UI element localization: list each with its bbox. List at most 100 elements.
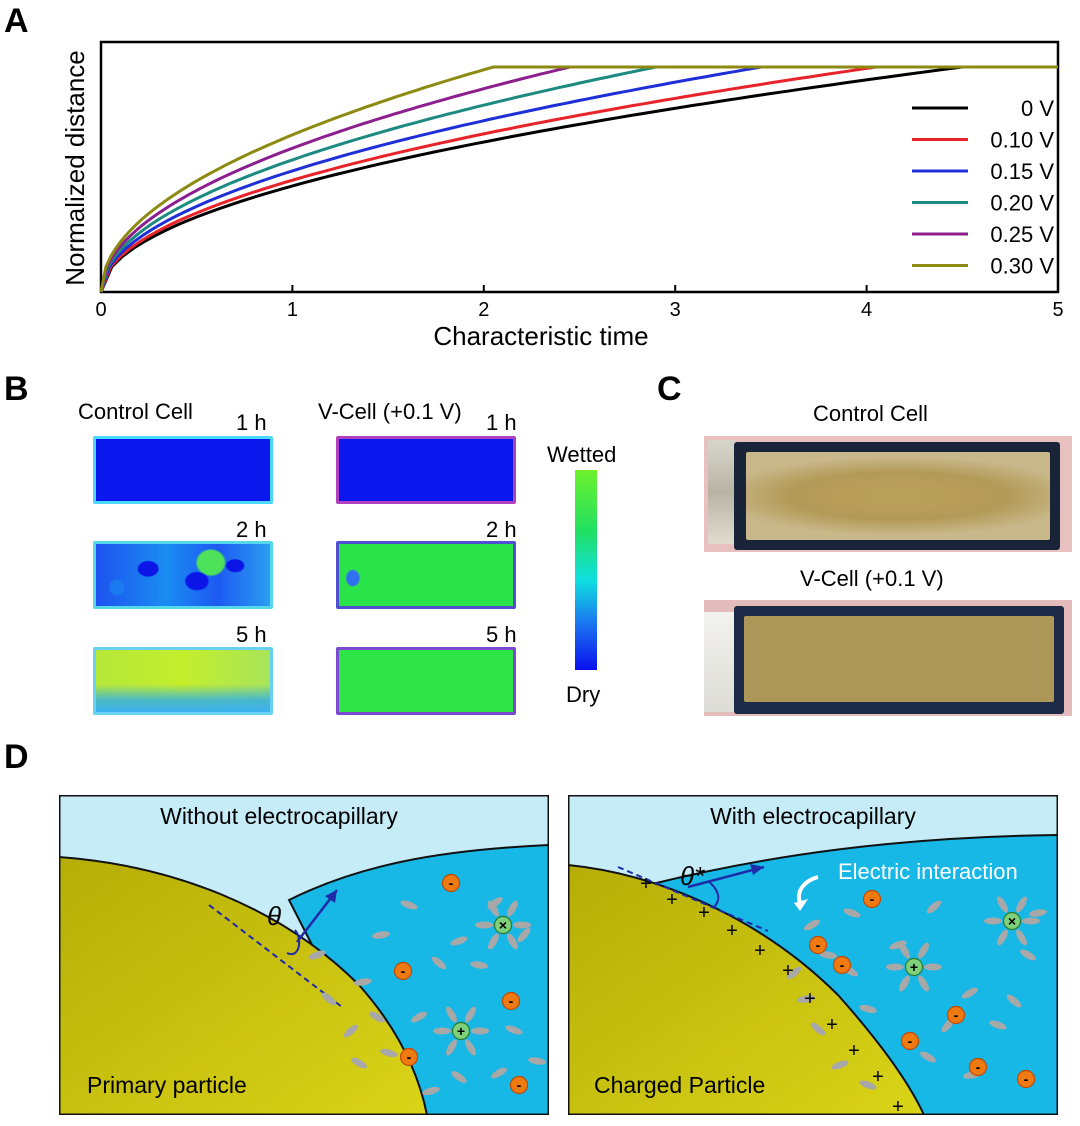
legend-entry: 0 V — [1021, 96, 1054, 121]
ion-charge-symbol: - — [840, 957, 845, 973]
solvent-molecule — [810, 1022, 826, 1036]
solvent-molecule — [843, 908, 861, 918]
solvent-molecule — [446, 1039, 457, 1056]
panel-d-label: D — [4, 738, 29, 776]
cation — [451, 1021, 471, 1041]
x-tick-label: 4 — [861, 299, 872, 321]
control-map-2h — [93, 541, 273, 609]
solvent-molecule — [488, 933, 499, 950]
solvent-molecule — [984, 917, 1002, 925]
solvent-molecule — [1006, 994, 1022, 1008]
colorbar — [575, 470, 597, 670]
ion-charge-symbol: - — [1024, 1071, 1029, 1087]
ion-charge-symbol: - — [870, 891, 875, 907]
theta-star-label: θ* — [680, 861, 705, 891]
vcell-map-2h — [336, 541, 516, 609]
ion-charge-symbol: - — [449, 875, 454, 891]
solvent-molecule — [400, 900, 418, 910]
solvent-molecule — [920, 1051, 936, 1063]
series-line — [99, 65, 1058, 293]
control-cell-title: Control Cell — [78, 399, 193, 424]
ion-charge-symbol: × — [499, 917, 507, 933]
control-map-5h — [93, 647, 273, 715]
anion — [832, 955, 852, 975]
solvent-molecule — [321, 992, 337, 1006]
panel-a-label: A — [4, 2, 29, 40]
solvent-molecule — [451, 1071, 467, 1083]
solvent-molecule — [470, 961, 488, 969]
surface-charge-plus: + — [892, 1096, 904, 1115]
solvent-molecule — [926, 900, 942, 914]
theta-label: θ — [267, 901, 281, 931]
photo-control-cell — [704, 436, 1072, 552]
solvent-molecule — [859, 1004, 877, 1014]
ion-charge-symbol: - — [908, 1033, 913, 1049]
ion-charge-symbol: - — [407, 1049, 412, 1065]
control-map-1h — [93, 436, 273, 504]
solvent-molecule — [1016, 896, 1027, 913]
time-label-vcell-1h: 1 h — [486, 410, 517, 435]
time-label-vcell-2h: 2 h — [486, 517, 517, 542]
solvent-molecule — [831, 1060, 849, 1070]
solvent-molecule — [369, 1011, 385, 1023]
vcell-map-5h — [336, 647, 516, 715]
ion-charge-symbol: - — [509, 993, 514, 1009]
x-tick-label: 1 — [287, 299, 298, 321]
colorbar-bottom-label: Dry — [566, 682, 601, 707]
photo-vcell-title: V-Cell (+0.1 V) — [800, 566, 944, 591]
surface-charge-plus: + — [826, 1014, 838, 1036]
solvent-molecule — [962, 987, 978, 999]
solvent-molecule — [354, 978, 372, 986]
cation — [493, 915, 513, 935]
solvent-molecule — [899, 975, 910, 992]
solvent-molecule — [465, 1006, 476, 1023]
anion — [808, 935, 828, 955]
charged-particle-label: Charged Particle — [594, 1072, 765, 1098]
anion — [1016, 1069, 1036, 1089]
chart-x-axis-title: Characteristic time — [433, 321, 648, 351]
solvent-molecule — [380, 1048, 398, 1058]
panel-a-chart: 0 1 2 3 4 50 V0.10 V0.15 V0.20 V0.25 V0.30 V … — [60, 40, 1064, 351]
anion — [501, 991, 521, 1011]
surface-charge-plus: + — [666, 889, 678, 911]
surface-charge-plus: + — [754, 940, 766, 962]
vcell-title: V-Cell (+0.1 V) — [318, 399, 462, 424]
solvent-molecule — [859, 1080, 877, 1090]
solvent-molecule — [819, 951, 837, 959]
solvent-molecule — [1020, 949, 1036, 961]
anion — [862, 889, 882, 909]
solvent-molecule — [889, 940, 907, 950]
solvent-molecule — [517, 927, 531, 943]
series-line — [99, 65, 1058, 293]
surface-charge-plus: + — [804, 988, 816, 1010]
solvent-molecule — [507, 900, 518, 917]
solvent-molecule — [924, 963, 942, 971]
chart-plot-area: 0 1 2 3 4 5 0 V 0.10 V 0.15 V 0.20 V 0.25 V 0.30 V — [95, 40, 1064, 321]
electric-interaction-label: Electric interaction — [838, 859, 1018, 884]
series-line — [99, 65, 1058, 293]
legend-entry: 0.30 V — [990, 254, 1054, 279]
legend-entry: 0.20 V — [990, 191, 1054, 216]
solvent-molecule — [1029, 909, 1047, 917]
solvent-molecule — [997, 929, 1008, 946]
solvent-molecule — [786, 966, 802, 980]
series-line — [99, 65, 1058, 293]
time-label-control-2h: 2 h — [236, 517, 267, 542]
solvent-molecule — [431, 956, 447, 970]
panel-c-label: C — [657, 370, 682, 408]
solvent-molecule — [308, 950, 326, 960]
legend-entry: 0.25 V — [990, 222, 1054, 247]
ion-charge-symbol: - — [976, 1059, 981, 1075]
solvent-molecule — [797, 995, 815, 1003]
x-tick-label: 0 — [95, 299, 106, 321]
solvent-molecule — [528, 1057, 546, 1065]
anion — [399, 1047, 419, 1067]
solvent-molecule — [343, 1024, 359, 1038]
surface-charge-plus: + — [782, 960, 794, 982]
solvent-molecule — [422, 1086, 440, 1096]
photo-control-title: Control Cell — [813, 401, 928, 426]
anion — [441, 873, 461, 893]
solvent-molecule — [507, 933, 518, 950]
colorbar-top-label: Wetted — [547, 442, 617, 467]
anion — [968, 1057, 988, 1077]
